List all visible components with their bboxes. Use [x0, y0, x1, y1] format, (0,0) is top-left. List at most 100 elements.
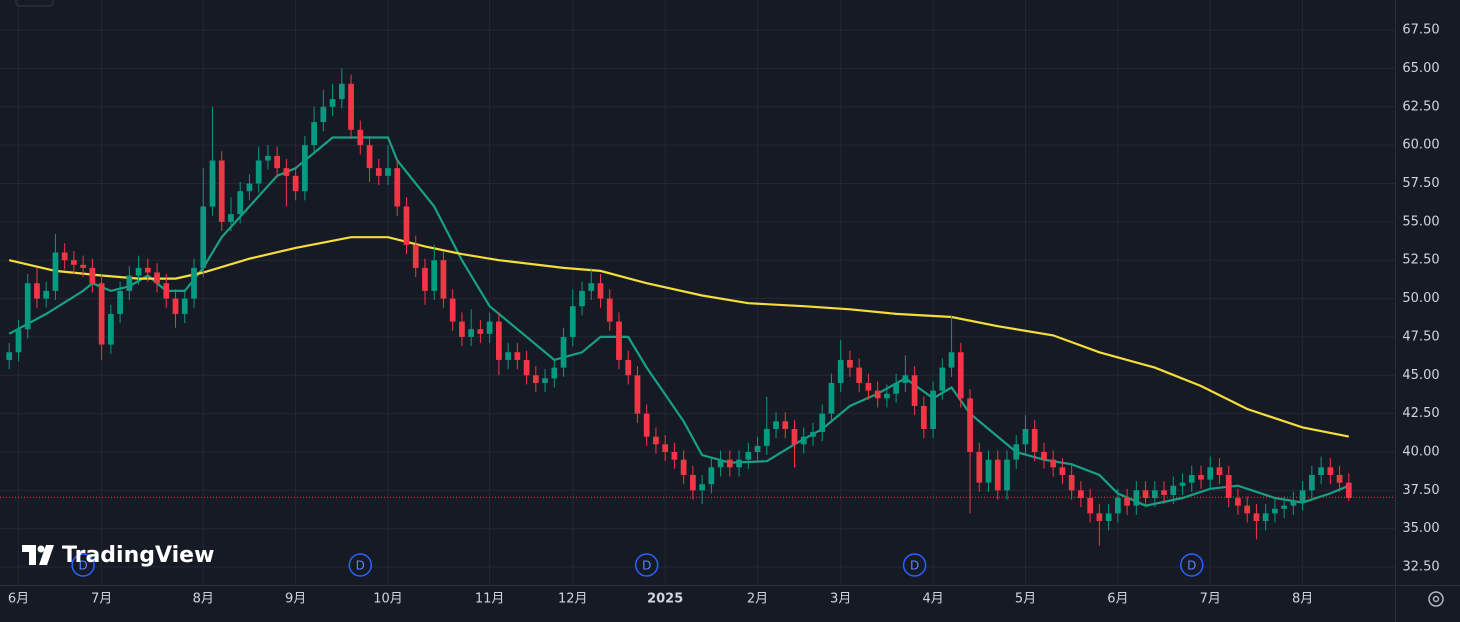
y-tick-label: 57.50 [1402, 176, 1439, 191]
candle-body [61, 252, 68, 261]
x-tick-label: 7月 [91, 592, 112, 607]
candle-body [1050, 459, 1057, 468]
settings-center [1432, 595, 1440, 603]
candle-body [246, 183, 253, 192]
x-tick-label: 3月 [830, 592, 851, 607]
candle-body [24, 283, 31, 330]
candle-body [200, 206, 207, 268]
candle-body [385, 168, 391, 176]
candle-body [579, 290, 585, 307]
candle-body [976, 451, 983, 483]
candle-body [107, 313, 114, 345]
candle-body [930, 390, 936, 429]
settings-ring [1428, 591, 1444, 607]
candle-body [782, 421, 789, 429]
candle-body [357, 129, 364, 146]
candle-body [375, 168, 382, 176]
candle-body [117, 290, 123, 314]
settings-icon[interactable] [1428, 591, 1444, 607]
candle-body [874, 390, 881, 399]
watermark-text: TradingView [62, 543, 214, 568]
candle-body [255, 160, 262, 184]
y-tick-label: 50.00 [1402, 291, 1439, 306]
candle-body [514, 352, 521, 360]
y-tick-label: 65.00 [1402, 61, 1439, 76]
candle-body [71, 260, 77, 265]
candle-body [588, 283, 595, 291]
candle-body [1345, 482, 1352, 499]
candle-body [994, 459, 1001, 491]
candle-body [126, 275, 133, 291]
dividend-label: D [356, 559, 365, 573]
candle-body [505, 352, 511, 360]
candle-body [671, 451, 678, 460]
candle-body [690, 474, 696, 491]
indicator-lines [8, 136, 1350, 507]
candle-body [606, 298, 613, 322]
candle-body [329, 99, 336, 107]
candle-body [431, 260, 438, 291]
candle-body [348, 83, 354, 130]
candle-body [893, 382, 899, 394]
candle-body [1059, 467, 1066, 475]
candle-body [1004, 459, 1010, 491]
candle-body [1114, 498, 1121, 514]
candle-body [810, 432, 816, 437]
candle-body [89, 267, 96, 284]
candle-body [80, 264, 87, 268]
candle-body [699, 484, 705, 491]
candle-body [542, 378, 548, 383]
candle-body [828, 382, 835, 414]
y-tick-label: 55.00 [1402, 214, 1439, 229]
y-tick-label: 62.50 [1402, 99, 1439, 114]
candle-body [985, 459, 992, 483]
candle-body [523, 359, 530, 376]
candle-body [237, 191, 244, 215]
x-tick-label: 9月 [285, 592, 306, 607]
candle-body [154, 272, 160, 284]
x-tick-label: 4月 [922, 592, 943, 607]
candle-body [163, 283, 170, 299]
candle-body [745, 451, 752, 460]
candle-body [486, 321, 493, 334]
candle-body [1096, 513, 1103, 522]
candle-body [625, 359, 632, 376]
toolbar-button[interactable] [15, 0, 54, 7]
candle-body [1290, 501, 1297, 506]
candle-body [763, 428, 770, 446]
candles [6, 68, 1352, 546]
candle-body [939, 367, 946, 391]
y-tick-label: 47.50 [1402, 329, 1439, 344]
candle-body [1308, 474, 1315, 491]
candle-body [643, 413, 650, 437]
y-tick-label: 67.50 [1402, 23, 1439, 38]
candle-body [1179, 482, 1186, 486]
candle-body [209, 160, 216, 207]
candle-body [726, 459, 733, 468]
candle-body [403, 206, 410, 245]
candle-body [338, 83, 345, 100]
candle-body [477, 329, 484, 334]
candle-body [597, 283, 604, 299]
candle-body [15, 329, 22, 353]
candle-body [1327, 467, 1334, 475]
candle-body [1142, 490, 1149, 499]
candle-body [1124, 498, 1130, 506]
candle-body [717, 459, 724, 468]
candle-body [680, 459, 687, 475]
candle-body [957, 352, 964, 399]
dividend-label: D [910, 559, 919, 573]
candle-body [1225, 474, 1232, 499]
candle-body [865, 382, 872, 391]
x-tick-label: 5月 [1015, 592, 1036, 607]
candle-body [1133, 490, 1140, 506]
candle-body [1078, 490, 1084, 499]
candle-body [773, 421, 779, 429]
candle-body [320, 106, 327, 123]
candle-body [1022, 428, 1029, 445]
candle-body [1244, 505, 1251, 514]
candle-body [948, 352, 955, 368]
watermark: TradingView [22, 543, 214, 568]
